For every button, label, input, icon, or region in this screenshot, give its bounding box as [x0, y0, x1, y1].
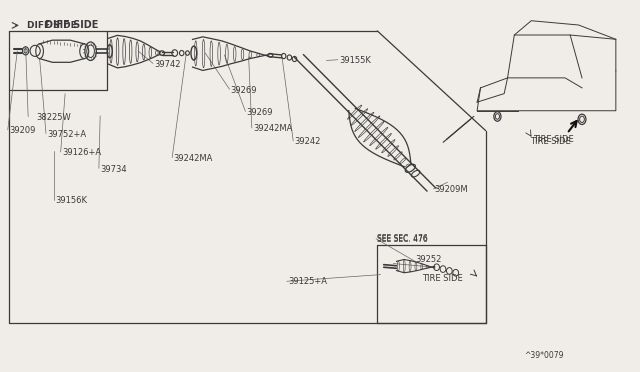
Text: 39734: 39734: [100, 165, 127, 174]
Text: 39125+A: 39125+A: [288, 278, 327, 286]
Text: 39156K: 39156K: [56, 196, 88, 205]
Text: SEE SEC. 476: SEE SEC. 476: [378, 234, 428, 243]
Text: 39209: 39209: [9, 126, 35, 135]
Text: 39752+A: 39752+A: [47, 130, 86, 139]
Text: 39209M: 39209M: [435, 185, 468, 194]
Text: 38225W: 38225W: [36, 113, 71, 122]
Text: DIFF SIDE: DIFF SIDE: [27, 21, 77, 30]
Text: 39269: 39269: [231, 86, 257, 94]
Text: TIRE SIDE: TIRE SIDE: [531, 137, 571, 146]
Text: 39242MA: 39242MA: [173, 154, 213, 163]
Text: 39742: 39742: [154, 60, 181, 69]
Text: TIRE SIDE: TIRE SIDE: [534, 135, 574, 144]
Text: 39252: 39252: [415, 255, 442, 264]
Text: 39242: 39242: [294, 137, 321, 146]
Text: SEE SEC. 476: SEE SEC. 476: [378, 235, 428, 244]
Text: ^39*0079: ^39*0079: [524, 351, 563, 360]
Text: 39269: 39269: [246, 108, 273, 117]
Text: 39155K: 39155K: [339, 56, 371, 65]
Text: 39126+A: 39126+A: [62, 148, 101, 157]
Text: TIRE SIDE: TIRE SIDE: [422, 274, 463, 283]
Text: 39242MA: 39242MA: [253, 124, 292, 133]
Text: DIFF SIDE: DIFF SIDE: [45, 20, 98, 31]
